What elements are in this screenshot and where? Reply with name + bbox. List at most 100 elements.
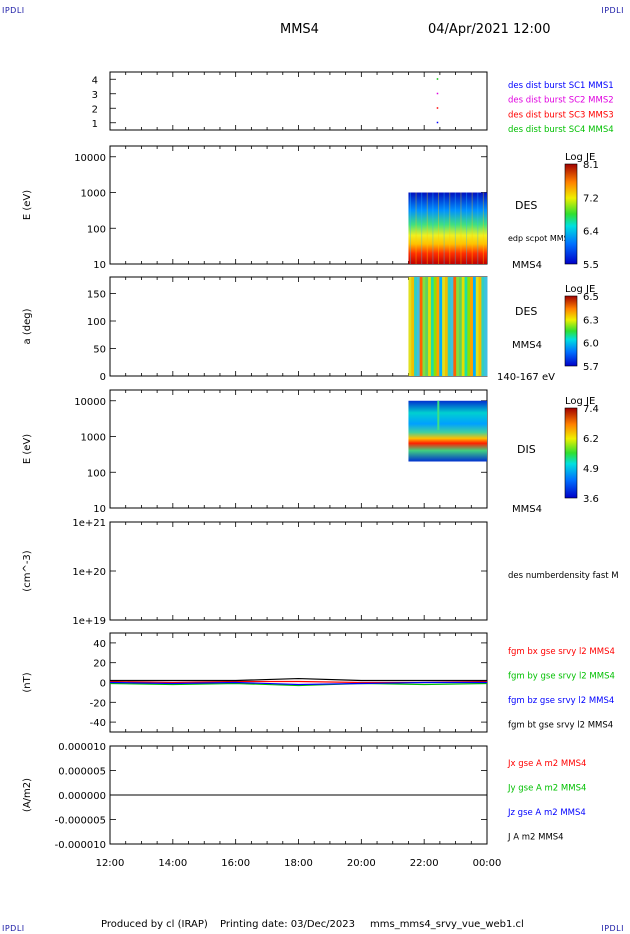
corner-label-bottom-right: IPDLI bbox=[601, 924, 624, 933]
pitch-angle-column bbox=[464, 277, 468, 376]
y-tick-label: 150 bbox=[87, 290, 106, 301]
legend-entry-1: Jy gse A m2 MMS4 bbox=[507, 784, 586, 794]
y-tick-label: 1000 bbox=[81, 189, 106, 200]
data-point bbox=[436, 78, 439, 80]
series-line-3 bbox=[110, 677, 487, 682]
pitch-angle-column bbox=[444, 277, 449, 376]
corner-label-top-left: IPDLI bbox=[2, 6, 25, 15]
pitch-angle-column bbox=[458, 277, 463, 376]
y-axis-label-5: (nT) bbox=[22, 672, 33, 692]
colorbar-tick-label: 7.4 bbox=[583, 404, 599, 415]
y-tick-label: 10 bbox=[93, 504, 106, 515]
pitch-angle-column bbox=[484, 277, 488, 376]
panel-frame-0 bbox=[109, 71, 488, 131]
legend-entry-3: J A m2 MMS4 bbox=[507, 833, 564, 843]
y-tick-label: 10000 bbox=[74, 397, 106, 408]
pitch-angle-column bbox=[436, 277, 440, 376]
pitch-angle-column bbox=[442, 277, 446, 376]
legend-entry-2: fgm bz gse srvy l2 MMS4 bbox=[508, 696, 614, 706]
series-line-2 bbox=[109, 681, 487, 686]
pitch-angle-column bbox=[411, 277, 415, 376]
x-tick-label: 20:00 bbox=[347, 858, 376, 869]
pitch-angle-column bbox=[472, 277, 477, 376]
pitch-angle-column bbox=[453, 277, 457, 376]
pitch-angle-column bbox=[481, 277, 485, 376]
bottom-label-3: MMS4 bbox=[512, 504, 542, 515]
legend-entry-0: fgm bx gse srvy l2 MMS4 bbox=[508, 647, 615, 657]
data-point bbox=[436, 92, 439, 95]
legend-entry-0: Jx gse A m2 MMS4 bbox=[507, 759, 586, 769]
footer-produced-by: Produced by cl (IRAP) bbox=[101, 919, 208, 930]
corner-label-top-right: IPDLI bbox=[601, 6, 624, 15]
colorbar-tick-label: 3.6 bbox=[583, 494, 599, 505]
legend-entry-0: des dist burst SC1 MMS1 bbox=[508, 81, 614, 91]
pitch-angle-column bbox=[439, 277, 443, 376]
pitch-angle-column bbox=[478, 277, 482, 376]
y-tick-label: 1e+19 bbox=[72, 616, 106, 627]
colorbar-tick-label: 6.0 bbox=[583, 339, 599, 350]
pitch-angle-column bbox=[425, 277, 429, 376]
x-tick-label: 18:00 bbox=[284, 858, 313, 869]
y-tick-label: 1 bbox=[92, 119, 98, 130]
colorbar-title-3: Log JE bbox=[565, 396, 595, 407]
y-tick-label: 0.000000 bbox=[58, 791, 106, 802]
colorbar-1 bbox=[564, 163, 578, 265]
pitch-angle-column bbox=[475, 277, 480, 376]
pitch-angle-column bbox=[428, 277, 432, 376]
colorbar-tick-label: 5.7 bbox=[583, 362, 599, 373]
legend-entry-2: des dist burst SC3 MMS3 bbox=[508, 110, 614, 120]
y-tick-label: 10000 bbox=[74, 153, 106, 164]
colorbar-tick-label: 6.2 bbox=[583, 434, 599, 445]
y-tick-label: 1e+21 bbox=[72, 518, 106, 529]
x-tick-label: 12:00 bbox=[96, 858, 125, 869]
footer-filename: mms_mms4_srvy_vue_web1.cl bbox=[370, 919, 524, 930]
energy-range-label: 140-167 eV bbox=[497, 372, 555, 383]
colorbar-2 bbox=[564, 295, 578, 367]
colorbar-3 bbox=[564, 407, 578, 499]
colorbar-tick-label: 7.2 bbox=[583, 193, 599, 204]
legend-entry-1: fgm by gse srvy l2 MMS4 bbox=[508, 672, 615, 682]
instrument-label-3: DIS bbox=[517, 443, 536, 456]
y-tick-label: 20 bbox=[93, 659, 106, 670]
pitch-angle-column bbox=[447, 277, 452, 376]
pitch-angle-column bbox=[416, 277, 421, 376]
bottom-label-1: MMS4 bbox=[512, 260, 542, 271]
y-tick-label: -40 bbox=[90, 718, 106, 729]
y-tick-label: 3 bbox=[92, 90, 98, 101]
legend-entry-density: des numberdensity fast M bbox=[508, 571, 619, 581]
pitch-angle-column bbox=[461, 277, 466, 376]
y-axis-label-3: E (eV) bbox=[22, 434, 33, 464]
pitch-angle-column bbox=[414, 277, 418, 376]
pitch-angle-column bbox=[467, 277, 471, 376]
corner-label-bottom-left: IPDLI bbox=[2, 924, 25, 933]
footer-printing-date: Printing date: 03/Dec/2023 bbox=[220, 919, 356, 930]
y-tick-label: -0.000010 bbox=[55, 840, 106, 851]
datetime-title: 04/Apr/2021 12:00 bbox=[428, 22, 551, 37]
y-tick-label: 1e+20 bbox=[72, 567, 106, 578]
y-axis-label-4: (cm^-3) bbox=[22, 550, 33, 591]
pitch-angle-column bbox=[450, 277, 454, 376]
colorbar-tick-label: 5.5 bbox=[583, 260, 599, 271]
data-point bbox=[436, 121, 439, 124]
panel-frame-4 bbox=[109, 521, 488, 621]
pitch-angle-column bbox=[456, 277, 460, 376]
pitch-angle-column bbox=[470, 277, 474, 376]
y-tick-label: 100 bbox=[87, 317, 106, 328]
instrument-label-1: DES bbox=[515, 199, 537, 212]
y-tick-label: 0 bbox=[100, 679, 106, 690]
y-axis-label-6: (A/m2) bbox=[22, 778, 33, 812]
colorbar-title-2: Log JE bbox=[565, 284, 595, 295]
legend-entry-3: des dist burst SC4 MMS4 bbox=[508, 125, 614, 135]
pitch-angle-column bbox=[433, 277, 438, 376]
legend-entry-2: Jz gse A m2 MMS4 bbox=[507, 808, 586, 818]
legend-entry-1: des dist burst SC2 MMS2 bbox=[508, 96, 614, 106]
legend-entry-3: fgm bt gse srvy l2 MMS4 bbox=[508, 721, 613, 731]
spectrogram-dis-energy bbox=[408, 400, 487, 462]
y-tick-label: 10 bbox=[93, 260, 106, 271]
y-tick-label: 40 bbox=[93, 639, 106, 650]
x-tick-label: 16:00 bbox=[221, 858, 250, 869]
y-axis-label-1: E (eV) bbox=[22, 190, 33, 220]
instrument-label-2: DES bbox=[515, 305, 537, 318]
x-tick-label: 00:00 bbox=[473, 858, 502, 869]
